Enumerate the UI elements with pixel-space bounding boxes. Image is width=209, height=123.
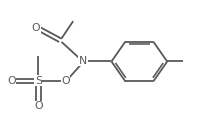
Text: N: N — [79, 56, 87, 66]
Text: O: O — [7, 76, 16, 86]
Text: O: O — [34, 101, 43, 111]
Text: O: O — [32, 23, 40, 33]
Text: S: S — [35, 76, 42, 86]
Text: O: O — [61, 76, 70, 86]
